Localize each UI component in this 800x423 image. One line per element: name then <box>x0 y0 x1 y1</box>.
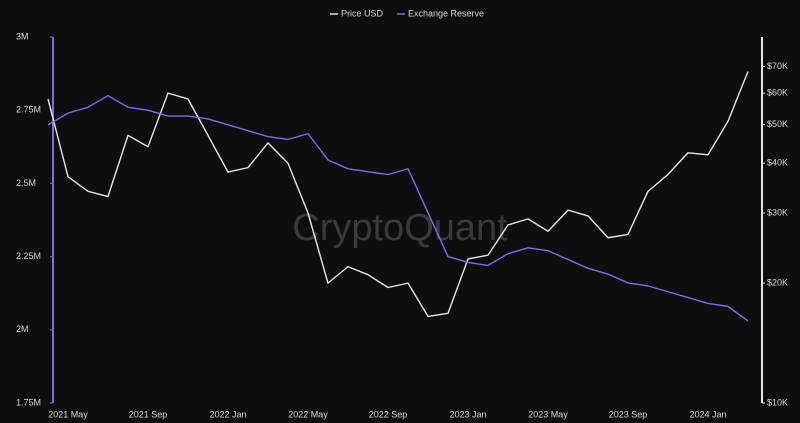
y-tick-label: 2.75M <box>16 105 41 115</box>
legend-label: Price USD <box>341 8 384 18</box>
y2-tick-label: $70K <box>767 61 788 71</box>
y-tick-label: 2M <box>16 324 29 334</box>
x-tick-label: 2023 Sep <box>609 409 648 419</box>
x-tick-label: 2022 Sep <box>369 409 408 419</box>
x-tick-label: 2022 Jan <box>209 409 246 419</box>
watermark: CryptoQuant <box>292 207 508 249</box>
y2-tick-label: $10K <box>767 397 788 407</box>
x-tick-label: 2022 May <box>288 409 328 419</box>
y2-tick-label: $60K <box>767 87 788 97</box>
series-line <box>47 71 749 318</box>
y-tick-label: 1.75M <box>16 397 41 407</box>
x-tick-label: 2023 Jan <box>449 409 486 419</box>
legend-label: Exchange Reserve <box>408 8 484 18</box>
y2-tick-label: $50K <box>767 119 788 129</box>
x-tick-label: 2024 Jan <box>689 409 726 419</box>
x-tick-label: 2023 May <box>528 409 568 419</box>
y2-tick-label: $30K <box>767 207 788 217</box>
y-tick-label: 2.25M <box>16 251 41 261</box>
y2-tick-label: $40K <box>767 158 788 168</box>
y2-tick-label: $20K <box>767 277 788 287</box>
x-tick-label: 2021 Sep <box>129 409 168 419</box>
x-tick-label: 2021 May <box>48 409 88 419</box>
y-tick-label: 2.5M <box>16 178 36 188</box>
series-line <box>47 94 749 322</box>
y-tick-label: 3M <box>16 31 29 41</box>
